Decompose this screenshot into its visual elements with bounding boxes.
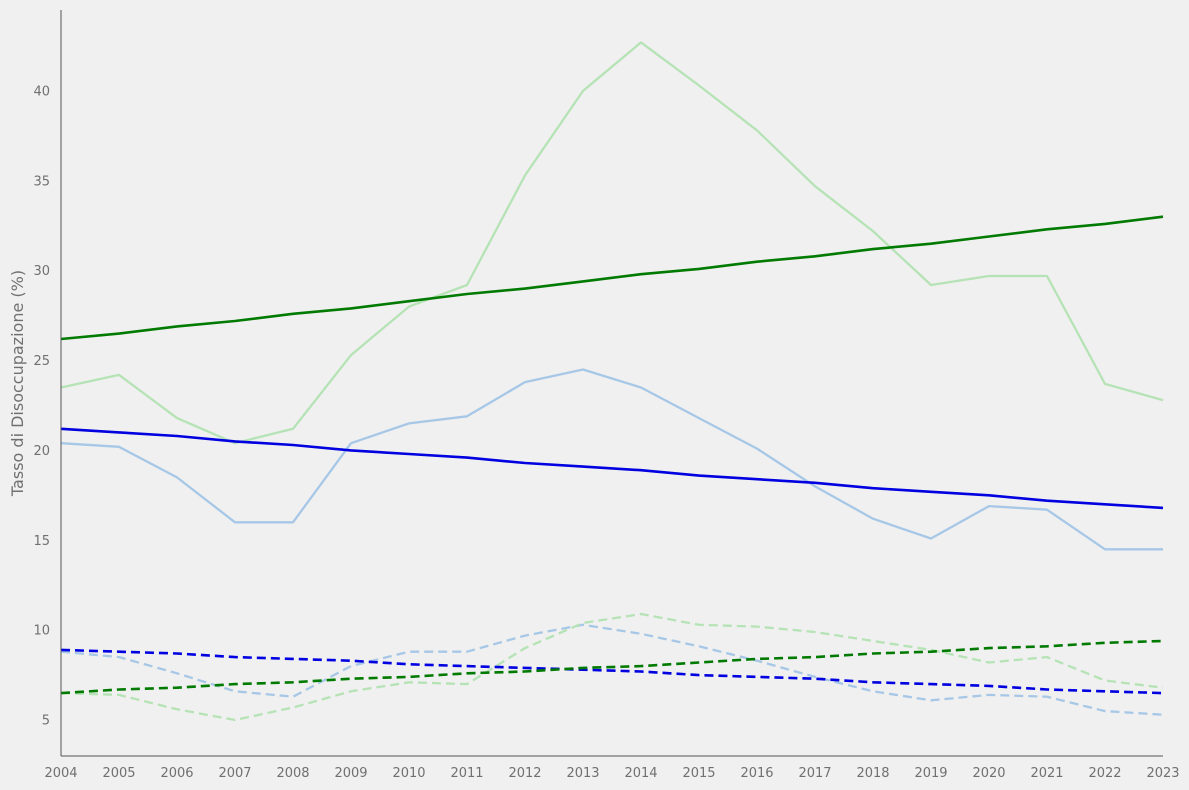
y-tick-label: 25 [33,354,50,369]
x-tick-label: 2015 [682,766,715,781]
series-line-1 [60,368,1163,551]
series-line-3 [60,427,1164,510]
series-line-7 [60,648,1164,695]
x-tick-label: 2010 [392,766,425,781]
x-tick-label: 2017 [798,766,831,781]
y-tick-label: 5 [42,714,50,729]
x-tick-label: 2007 [218,766,251,781]
y-tick-labels: 5 10 15 20 25 30 35 40 [33,84,50,728]
x-tick-label: 2022 [1088,766,1121,781]
x-tick-label: 2004 [44,766,77,781]
y-axis-title: Tasso di Disoccupazione (%) [8,270,27,497]
x-tick-label: 2006 [160,766,193,781]
y-tick-label: 35 [33,174,50,189]
series-layer [60,41,1164,722]
series-line-4 [60,215,1164,341]
x-tick-label: 2021 [1030,766,1063,781]
x-tick-label: 2013 [566,766,599,781]
y-tick-label: 10 [33,624,50,639]
x-tick-labels: 2004 2005 2006 2007 2008 2009 2010 2011 2012 2013… [44,766,1179,781]
x-tick-label: 2012 [508,766,541,781]
x-tick-label: 2009 [334,766,367,781]
series-line-5 [60,623,1164,716]
y-tick-label: 15 [33,534,50,549]
y-tick-label: 30 [33,264,50,279]
series-line-2 [60,41,1164,445]
x-tick-label: 2016 [740,766,773,781]
x-tick-label: 2005 [102,766,135,781]
x-tick-label: 2008 [276,766,309,781]
x-tick-label: 2018 [856,766,889,781]
x-tick-label: 2011 [450,766,483,781]
y-tick-label: 20 [33,444,50,459]
x-tick-label: 2014 [624,766,657,781]
x-tick-label: 2023 [1146,766,1179,781]
y-tick-label: 40 [33,84,50,99]
series-line-6 [60,612,1164,722]
series-line-8 [60,639,1164,695]
x-tick-label: 2019 [914,766,947,781]
x-tick-label: 2020 [972,766,1005,781]
